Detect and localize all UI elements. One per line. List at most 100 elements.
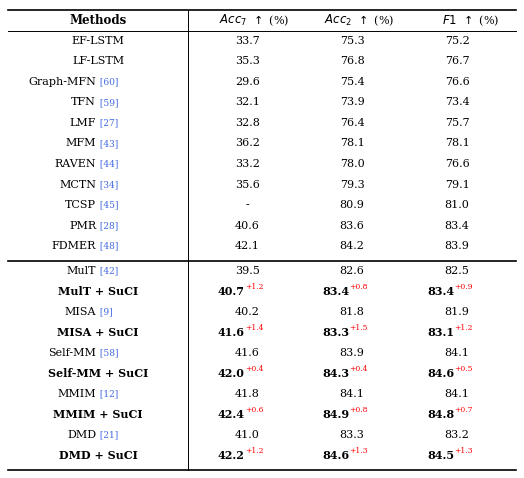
Text: 42.0: 42.0 xyxy=(217,368,244,379)
Text: [45]: [45] xyxy=(96,201,118,209)
Text: $\mathit{Acc}_7$: $\mathit{Acc}_7$ xyxy=(219,13,247,28)
Text: [58]: [58] xyxy=(96,348,118,358)
Text: +1.5: +1.5 xyxy=(350,324,368,332)
Text: MMIM: MMIM xyxy=(58,389,96,399)
Text: 39.5: 39.5 xyxy=(235,266,260,276)
Text: 76.4: 76.4 xyxy=(340,118,365,128)
Text: $\mathit{Acc}_2$: $\mathit{Acc}_2$ xyxy=(324,13,352,28)
Text: 41.6: 41.6 xyxy=(235,348,260,358)
Text: 84.1: 84.1 xyxy=(340,389,365,399)
Text: 41.6: 41.6 xyxy=(217,327,244,338)
Text: 42.4: 42.4 xyxy=(217,409,244,420)
Text: +0.4: +0.4 xyxy=(245,365,264,373)
Text: MMIM + SuCI: MMIM + SuCI xyxy=(53,409,143,420)
Text: +1.3: +1.3 xyxy=(454,447,473,455)
Text: 82.6: 82.6 xyxy=(340,266,365,276)
Text: 76.6: 76.6 xyxy=(445,159,470,169)
Text: +1.4: +1.4 xyxy=(245,324,264,332)
Text: +0.7: +0.7 xyxy=(454,406,473,414)
Text: 40.2: 40.2 xyxy=(235,307,260,317)
Text: 73.9: 73.9 xyxy=(340,98,365,108)
Text: DMD + SuCI: DMD + SuCI xyxy=(59,450,138,461)
Text: [12]: [12] xyxy=(96,390,118,399)
Text: 84.2: 84.2 xyxy=(340,241,365,251)
Text: 83.1: 83.1 xyxy=(427,327,454,338)
Text: 79.1: 79.1 xyxy=(445,180,470,190)
Text: DMD: DMD xyxy=(67,430,96,440)
Text: 83.4: 83.4 xyxy=(444,221,470,230)
Text: 78.1: 78.1 xyxy=(340,139,365,149)
Text: 84.6: 84.6 xyxy=(322,450,349,461)
Text: +0.8: +0.8 xyxy=(350,283,368,291)
Text: +0.5: +0.5 xyxy=(454,365,473,373)
Text: 76.6: 76.6 xyxy=(445,77,470,87)
Text: 83.2: 83.2 xyxy=(444,430,470,440)
Text: 83.6: 83.6 xyxy=(340,221,365,230)
Text: 33.2: 33.2 xyxy=(235,159,260,169)
Text: 81.9: 81.9 xyxy=(444,307,470,317)
Text: 29.6: 29.6 xyxy=(235,77,260,87)
Text: TFN: TFN xyxy=(71,98,96,108)
Text: Graph-MFN: Graph-MFN xyxy=(28,77,96,87)
Text: 78.0: 78.0 xyxy=(340,159,365,169)
Text: [43]: [43] xyxy=(96,139,118,148)
Text: [21]: [21] xyxy=(96,431,118,440)
Text: 41.8: 41.8 xyxy=(235,389,260,399)
Text: +1.2: +1.2 xyxy=(245,283,264,291)
Text: $\uparrow$ (%): $\uparrow$ (%) xyxy=(457,13,499,28)
Text: 79.3: 79.3 xyxy=(340,180,365,190)
Text: 75.4: 75.4 xyxy=(340,77,365,87)
Text: 82.5: 82.5 xyxy=(444,266,470,276)
Text: 41.0: 41.0 xyxy=(235,430,260,440)
Text: 32.1: 32.1 xyxy=(235,98,260,108)
Text: $\uparrow$ (%): $\uparrow$ (%) xyxy=(248,13,289,28)
Text: +0.9: +0.9 xyxy=(454,283,473,291)
Text: 73.4: 73.4 xyxy=(445,98,470,108)
Text: 32.8: 32.8 xyxy=(235,118,260,128)
Text: EF-LSTM: EF-LSTM xyxy=(72,36,125,46)
Text: 40.7: 40.7 xyxy=(217,286,244,297)
Text: 84.8: 84.8 xyxy=(427,409,454,420)
Text: LMF: LMF xyxy=(70,118,96,128)
Text: 84.6: 84.6 xyxy=(427,368,454,379)
Text: LF-LSTM: LF-LSTM xyxy=(72,56,124,66)
Text: 83.9: 83.9 xyxy=(444,241,470,251)
Text: 42.1: 42.1 xyxy=(235,241,260,251)
Text: TCSP: TCSP xyxy=(65,200,96,210)
Text: [9]: [9] xyxy=(96,307,112,316)
Text: +1.2: +1.2 xyxy=(245,447,264,455)
Text: 81.0: 81.0 xyxy=(444,200,470,210)
Text: Self-MM: Self-MM xyxy=(48,348,96,358)
Text: MulT: MulT xyxy=(67,266,96,276)
Text: 40.6: 40.6 xyxy=(235,221,260,230)
Text: 78.1: 78.1 xyxy=(445,139,470,149)
Text: [44]: [44] xyxy=(96,160,118,169)
Text: 83.4: 83.4 xyxy=(427,286,454,297)
Text: RAVEN: RAVEN xyxy=(54,159,96,169)
Text: 83.3: 83.3 xyxy=(322,327,349,338)
Text: -: - xyxy=(245,200,249,210)
Text: 84.5: 84.5 xyxy=(427,450,454,461)
Text: FDMER: FDMER xyxy=(52,241,96,251)
Text: 76.7: 76.7 xyxy=(445,56,470,66)
Text: [27]: [27] xyxy=(96,119,118,128)
Text: MCTN: MCTN xyxy=(59,180,96,190)
Text: 35.6: 35.6 xyxy=(235,180,260,190)
Text: Self-MM + SuCI: Self-MM + SuCI xyxy=(48,368,148,379)
Text: $\mathit{F1}$: $\mathit{F1}$ xyxy=(442,14,457,27)
Text: MISA: MISA xyxy=(64,307,96,317)
Text: 42.2: 42.2 xyxy=(217,450,244,461)
Text: 80.9: 80.9 xyxy=(340,200,365,210)
Text: +0.6: +0.6 xyxy=(245,406,264,414)
Text: 75.7: 75.7 xyxy=(445,118,470,128)
Text: MFM: MFM xyxy=(66,139,96,149)
Text: [28]: [28] xyxy=(96,221,118,230)
Text: +1.3: +1.3 xyxy=(350,447,368,455)
Text: 83.4: 83.4 xyxy=(322,286,349,297)
Text: PMR: PMR xyxy=(69,221,96,230)
Text: 83.3: 83.3 xyxy=(340,430,365,440)
Text: Methods: Methods xyxy=(70,14,127,27)
Text: $\uparrow$ (%): $\uparrow$ (%) xyxy=(353,13,394,28)
Text: 75.2: 75.2 xyxy=(445,36,470,46)
Text: [42]: [42] xyxy=(96,266,118,275)
